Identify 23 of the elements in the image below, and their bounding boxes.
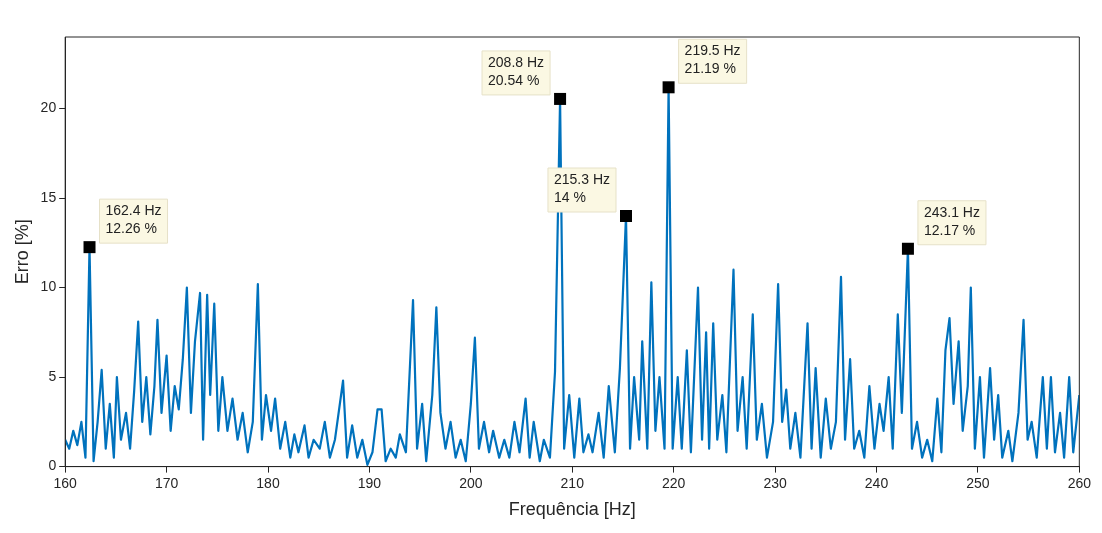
x-tick-label: 190 [357,474,382,491]
x-tick-label: 210 [560,474,585,491]
annotation: 243.1 Hz 12.17 % [923,203,980,238]
x-tick-label: 160 [53,474,78,491]
annotation: 208.8 Hz 20.54 % [488,53,545,88]
x-tick-label: 180 [256,474,280,491]
annotation: 215.3 Hz 14 % [553,170,611,205]
x-tick-label: 230 [763,474,787,491]
y-axis-title: Erro [%] [11,219,32,285]
x-tick-label: 200 [459,474,483,491]
y-tick-label: 20 [40,99,57,116]
y-tick-label: 10 [40,278,57,295]
x-tick-label: 170 [154,474,179,491]
y-tick-label: 0 [48,457,57,474]
annotation: 219.5 Hz 21.19 % [684,42,741,77]
x-axis-title: Frequência [Hz] [508,499,636,520]
y-tick-label: 5 [48,367,57,384]
x-tick-label: 250 [966,474,990,491]
x-tick-label: 240 [864,474,889,491]
y-tick-label: 15 [40,188,57,205]
annotation: 162.4 Hz 12.26 % [105,202,162,237]
x-tick-label: 220 [661,474,686,491]
x-tick-label: 260 [1067,474,1092,491]
